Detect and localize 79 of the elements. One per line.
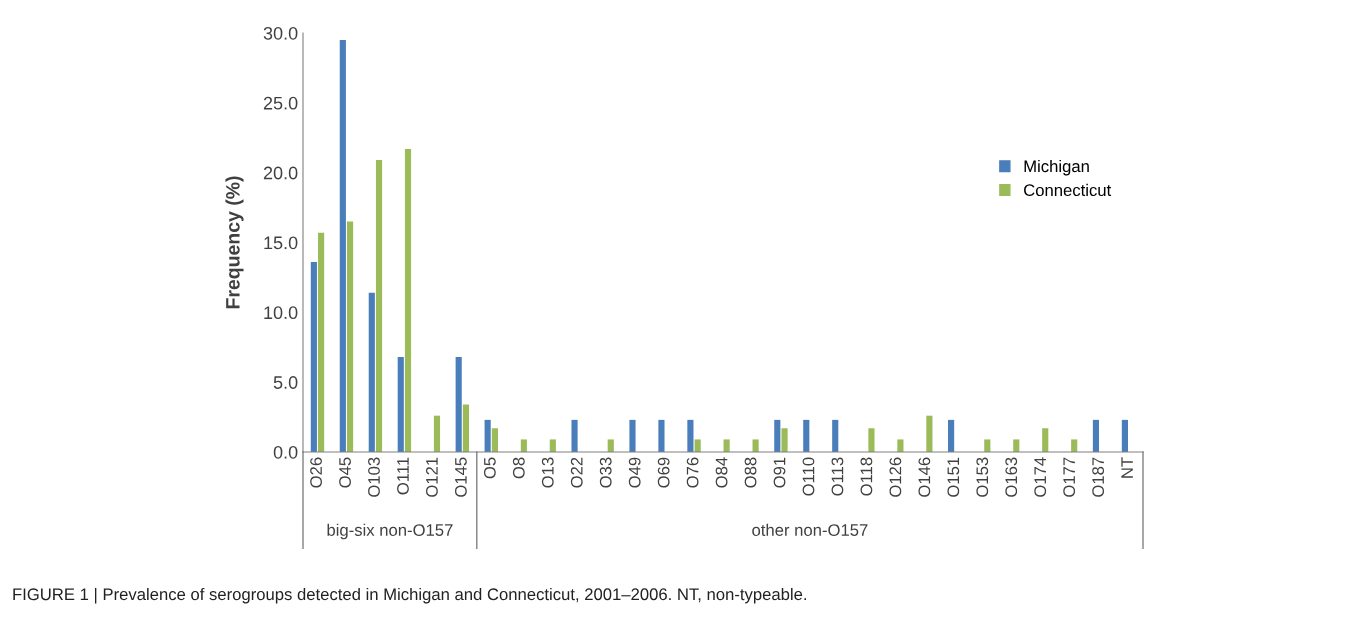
x-tick-label: O187	[1092, 457, 1105, 497]
bar	[433, 415, 441, 452]
caption: FIGURE 1 | Prevalence of serogroups detected in Michigan and Connecticut, 2001–2006. NT, non-typeable.	[13, 587, 807, 604]
bar	[752, 439, 759, 452]
x-tick-label: O88	[744, 457, 757, 488]
bar	[491, 428, 498, 452]
x-tick-label: O49	[628, 457, 641, 488]
y-tick-label: 5.0	[273, 376, 298, 389]
y-tick-label: 25.0	[263, 96, 298, 110]
y-tick-label: 10.0	[264, 306, 298, 320]
bar	[339, 39, 346, 452]
x-tick-label: NT	[1121, 457, 1133, 478]
x-tick-label: O5	[483, 457, 496, 479]
x-tick-label: O8	[512, 457, 525, 479]
bar	[484, 419, 491, 452]
y-tick-label: 15.0	[264, 236, 298, 250]
x-tick-label: O76	[686, 457, 699, 488]
x-tick-label: O121	[426, 457, 438, 497]
bar	[397, 357, 404, 452]
bar	[607, 439, 614, 452]
bar	[571, 419, 578, 452]
text: other non-O157	[752, 523, 868, 536]
bar	[1042, 428, 1049, 452]
bar	[375, 160, 383, 452]
bar	[368, 292, 375, 452]
x-tick-label: O91	[773, 457, 786, 488]
bar	[832, 419, 839, 452]
x-tick-label: O177	[1063, 457, 1076, 497]
bar	[781, 428, 788, 452]
bar	[984, 439, 991, 452]
x-tick-label: O174	[1034, 457, 1047, 497]
x-tick-label: O146	[918, 457, 931, 497]
bar	[1092, 419, 1100, 452]
x-tick-label: O110	[802, 457, 815, 496]
x-tick-label: O33	[599, 457, 612, 488]
bar	[462, 404, 470, 452]
bar	[549, 439, 556, 452]
x-tick-label: O113	[831, 457, 844, 496]
bar	[310, 262, 317, 452]
x-tick-label: O111	[397, 457, 409, 495]
bar	[1013, 439, 1020, 452]
bar	[658, 419, 665, 452]
bar	[723, 439, 730, 452]
bar	[897, 439, 904, 452]
bar	[774, 419, 781, 452]
x-tick-label: O145	[454, 457, 467, 497]
bar	[926, 415, 933, 452]
bar	[868, 428, 875, 452]
y-tick-label: 30.0	[263, 26, 298, 40]
bar	[346, 221, 354, 452]
x-tick-label: O26	[310, 457, 322, 488]
bar	[687, 419, 694, 452]
text: big-six non-O157	[327, 523, 453, 540]
y-tick-label: 0.0	[273, 445, 298, 459]
x-tick-label: O126	[889, 457, 902, 497]
bar	[520, 439, 527, 452]
x-tick-label: O163	[1005, 457, 1018, 497]
x-tick-label: O69	[657, 457, 670, 488]
bar	[404, 148, 412, 452]
x-tick-label: O84	[715, 457, 728, 488]
x-tick-label: O45	[339, 457, 351, 488]
x-tick-label: O103	[368, 457, 380, 497]
y-axis-title: Frequency (%)	[225, 176, 244, 309]
bar	[1121, 419, 1128, 452]
bar	[1071, 439, 1078, 452]
bar	[455, 357, 462, 452]
bar	[318, 232, 325, 452]
y-tick-label: 20.0	[263, 166, 298, 180]
x-tick-label: O151	[947, 457, 960, 497]
bar	[803, 419, 810, 452]
bar	[694, 439, 701, 452]
bar	[629, 419, 636, 452]
x-tick-label: O13	[541, 457, 554, 488]
bar	[948, 419, 955, 452]
legend-label: Connecticut	[1024, 183, 1112, 197]
x-tick-label: O118	[860, 457, 873, 496]
x-tick-label: O153	[976, 457, 989, 497]
x-tick-label: O22	[570, 457, 583, 488]
legend-label: Michigan	[1024, 159, 1089, 176]
